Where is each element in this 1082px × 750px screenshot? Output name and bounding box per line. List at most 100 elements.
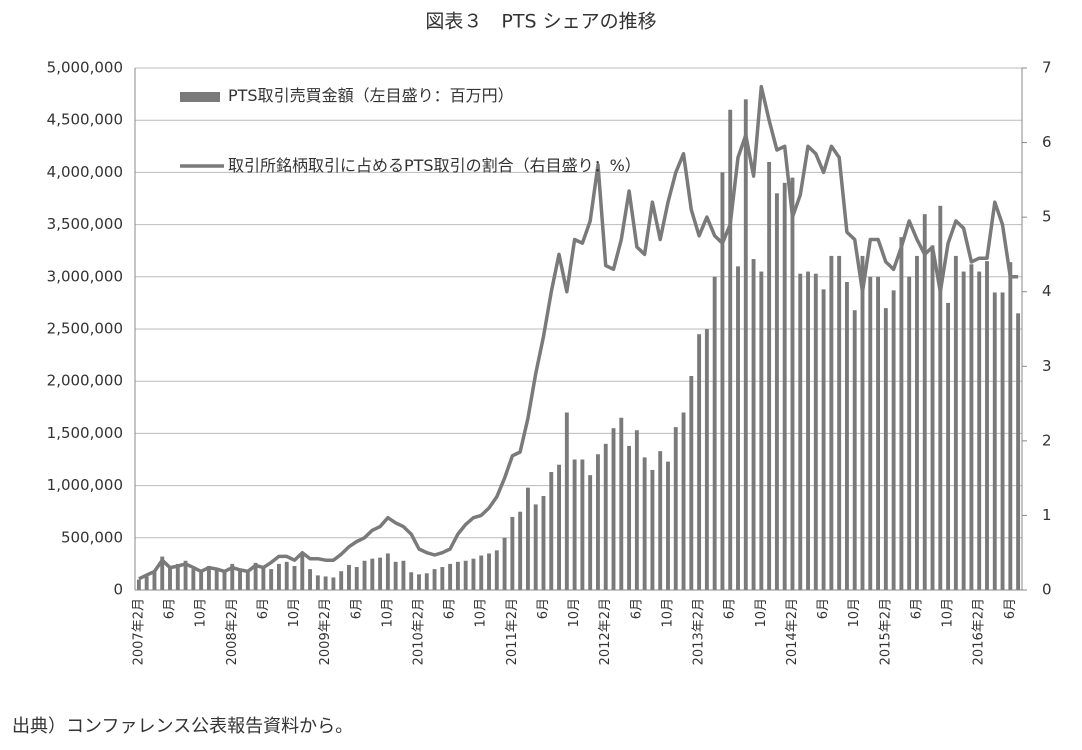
bar [199,572,204,590]
bar [774,193,779,590]
y2-tick-label: 2 [1042,431,1052,449]
bar [362,560,367,590]
bar [992,292,997,590]
x-tick-label: 10月 [941,598,956,628]
y-tick-label: 0 [113,581,123,599]
y-tick-label: 1,500,000 [47,424,123,442]
bar [385,553,390,590]
bar [308,569,313,590]
bar [564,412,569,590]
bar [946,302,951,590]
y-tick-label: 3,500,000 [47,215,123,233]
bar [144,576,149,590]
x-tick-label: 10月 [660,598,675,628]
bar [969,264,974,590]
bar [767,161,772,590]
x-tick-label: 6月 [163,598,178,619]
bar [494,550,499,590]
source-note: 出典）コンファレンス公表報告資料から。 [12,716,353,737]
bar [806,271,810,590]
bar [712,276,717,590]
bar [627,445,632,590]
y-tick-label: 3,000,000 [47,267,123,285]
bar [743,99,748,590]
bar [868,276,873,590]
bar [168,567,172,590]
y2-tick-label: 4 [1042,282,1052,300]
y2-tick-label: 7 [1042,59,1052,77]
bar [907,276,912,590]
bar [479,555,484,590]
bar [922,214,927,590]
bar [619,417,624,590]
bar [417,574,421,590]
legend-bar-swatch [180,92,220,102]
bar [378,557,383,590]
bar [541,496,546,590]
bar [860,255,865,591]
bar [347,564,351,590]
bar [728,109,733,590]
bar [253,562,258,590]
bar [961,271,966,590]
x-tick-label: 2013年2月 [692,598,707,665]
bar [525,487,530,590]
bar [876,276,881,590]
x-tick-label: 2015年2月 [878,598,893,665]
x-tick-label: 2007年2月 [131,598,146,665]
bar [245,572,250,590]
bar [206,565,211,590]
bar [697,334,702,590]
bar [401,560,406,590]
bar [191,569,196,590]
bar [292,565,297,590]
bar [557,464,561,590]
bar [549,472,554,590]
x-tick-label: 6月 [1003,598,1018,619]
bar [673,427,678,590]
chart-title: 図表３ PTS シェアの推移 [425,11,656,33]
bar [666,461,670,590]
x-tick-label: 10月 [287,598,302,628]
x-tick-label: 10月 [194,598,209,628]
bar [813,273,818,590]
bar [1008,262,1013,590]
bar [736,266,740,590]
bar [424,573,429,590]
bar [1016,313,1021,590]
x-tick-label: 10月 [567,598,582,628]
y-tick-label: 4,000,000 [47,163,123,181]
x-tick-label: 6月 [443,598,458,619]
x-tick-label: 10月 [474,598,489,628]
bar [829,255,834,591]
y-tick-label: 5,000,000 [47,59,123,77]
bar [175,563,180,590]
bar [183,560,188,590]
bar [596,454,600,590]
x-tick-label: 10月 [380,598,395,628]
x-tick-label: 2014年2月 [785,598,800,665]
bar [370,558,375,590]
bar [580,459,585,590]
x-tick-label: 10月 [847,598,862,628]
bar [844,282,849,590]
bar [339,571,344,590]
bar [837,255,842,591]
bar [782,182,787,590]
bar [899,237,904,591]
bar [354,567,359,590]
bar [642,457,647,590]
line [138,84,1019,581]
x-tick-label: 6月 [349,598,364,619]
bar [487,553,491,590]
bar [463,560,468,590]
legend-line-label: 取引所銘柄取引に占めるPTS取引の割合（右目盛り：%） [228,156,641,175]
bar [471,558,476,590]
x-tick-label: 6月 [256,598,271,619]
y2-tick-label: 0 [1042,581,1052,599]
bar [315,575,320,590]
bar [160,556,165,590]
bar [790,177,795,590]
